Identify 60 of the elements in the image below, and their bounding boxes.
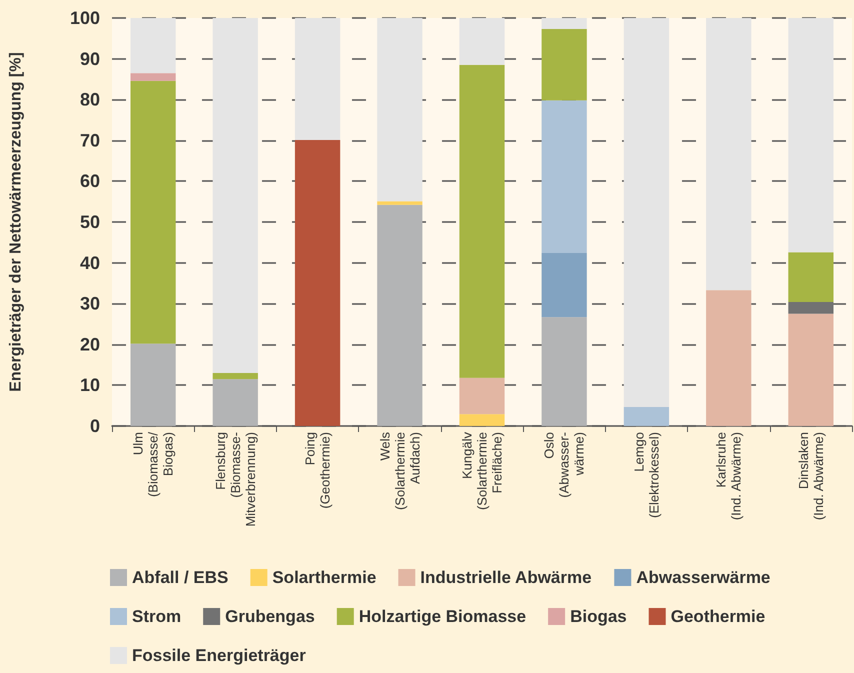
bar [788,314,834,426]
y-tick-label: 0 [90,416,100,436]
y-tick-label: 90 [80,48,100,69]
bar [459,64,505,378]
bar [377,18,422,202]
legend-label: Solarthermie [272,568,376,587]
bar [130,18,176,74]
bar [624,406,670,426]
x-tick-label: Lemgo (Elektrokessel) [631,432,662,518]
bar [377,204,422,426]
bar [130,344,176,426]
y-tick-label: 100 [70,8,100,28]
x-tick-label: Flensburg (Biomasse- Mitverbrennung) [212,432,258,527]
bar [459,18,505,65]
bar [706,290,752,426]
x-tick-label: Oslo (Abwasser- wärme) [542,432,587,498]
y-tick-label: 80 [80,90,100,110]
x-tick-label: Kungälv (Solarthermie Freifläche) [460,432,504,510]
bar [294,18,340,140]
bar [542,100,587,254]
x-tick-label: Dinslaken (Ind. Abwärme) [796,432,826,520]
bar [377,201,422,205]
legend-label: Fossile Energieträger [132,646,306,665]
bar [624,18,670,407]
legend-label: Biogas [570,607,627,626]
bar [542,317,587,426]
y-tick-label: 30 [80,294,100,314]
x-tick-label: Poing (Geothermie) [302,432,333,509]
x-tick-label: Karlsruhe (Ind. Abwärme) [714,432,744,520]
bar [788,302,834,314]
bar [788,18,834,252]
y-tick-label: 40 [80,252,100,273]
bar [212,372,258,380]
legend-label: Grubengas [225,607,315,626]
bar [130,73,176,81]
bar [459,414,505,426]
legend-label: Abfall / EBS [132,568,228,587]
bar [212,379,258,426]
legend-label: Abwasserwärme [636,568,770,587]
y-tick-label: 50 [80,212,100,232]
y-tick-label: 20 [80,334,100,354]
bar [130,80,176,344]
y-tick-label: 10 [80,375,100,396]
y-tick-label: 70 [80,130,100,150]
bar [542,253,587,318]
y-tick-label: 60 [80,171,100,192]
legend-label: Geothermie [670,607,766,626]
bar [706,18,752,290]
bar [294,140,340,426]
x-tick-label: Wels (Solarthermie Aufdach) [377,432,422,510]
legend-label: Holzartige Biomasse [358,607,526,626]
bar [212,18,258,373]
bar [542,18,587,30]
bar [788,252,834,302]
bar [542,29,587,100]
bar [459,378,505,414]
legend-label: Industrielle Abwärme [420,568,592,587]
legend-label: Strom [132,607,182,626]
x-tick-label: Ulm (Biomasse/ Biogas) [130,432,176,498]
y-axis-title: Energieträger der Nettowärmeerzeugung [%] [8,52,24,392]
